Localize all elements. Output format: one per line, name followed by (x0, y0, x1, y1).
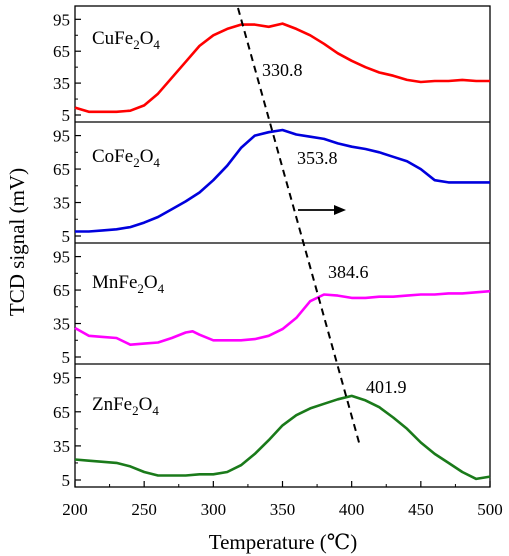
peak-temperature-label: 384.6 (328, 262, 369, 282)
y-tick-label: 65 (53, 281, 70, 300)
x-axis: 200 250 300 350 400 450 500 (62, 481, 503, 519)
series-lines (74, 22, 491, 481)
x-tick-label: 450 (408, 500, 434, 519)
x-tick-label: 400 (339, 500, 365, 519)
sample-label: CuFe2O4 (92, 28, 160, 52)
series-line-cofe2o4 (75, 128, 490, 233)
sample-label: CoFe2O4 (92, 146, 160, 170)
x-tick-label: 350 (270, 500, 296, 519)
y-tick-label: 5 (62, 227, 71, 246)
y-tick-label: 65 (53, 42, 70, 61)
peak-shift-dashed-line (237, 7, 361, 447)
x-axis-label: Temperature (℃) (209, 530, 358, 554)
sample-label: MnFe2O4 (92, 272, 165, 296)
peak-labels: 330.8 353.8 384.6 401.9 (262, 60, 407, 397)
y-tick-label: 5 (62, 348, 71, 367)
peak-temperature-label: 330.8 (262, 60, 303, 80)
y-tick-label: 95 (53, 248, 70, 267)
peak-temperature-label: 353.8 (297, 148, 338, 168)
x-tick-label: 500 (477, 500, 503, 519)
y-tick-label: 5 (62, 106, 71, 125)
peak-temperature-label: 401.9 (366, 377, 407, 397)
y-tick-label: 65 (53, 403, 70, 422)
x-tick-label: 250 (131, 500, 157, 519)
y-tick-label: 95 (53, 10, 70, 29)
x-tick-label: 300 (201, 500, 227, 519)
sample-label: ZnFe2O4 (92, 394, 159, 418)
sample-labels: CuFe2O4 CoFe2O4 MnFe2O4 ZnFe2O4 (92, 28, 165, 418)
y-tick-label: 35 (53, 437, 70, 456)
y-axes: 5 35 65 95 5 35 65 95 5 35 65 95 5 35 65 95 (53, 10, 81, 490)
y-axis-label: TCD signal (mV) (5, 168, 29, 316)
series-line-mnfe2o4 (74, 289, 491, 346)
shift-arrow (298, 205, 346, 215)
y-tick-label: 35 (53, 74, 70, 93)
y-tick-label: 5 (62, 471, 71, 490)
series-line-cufe2o4 (74, 22, 490, 114)
series-line-znfe2o4 (74, 394, 491, 481)
y-tick-label: 95 (53, 369, 70, 388)
x-tick-label: 200 (62, 500, 88, 519)
y-tick-label: 35 (53, 315, 70, 334)
y-tick-label: 65 (53, 160, 70, 179)
y-tick-label: 95 (53, 127, 70, 146)
y-tick-label: 35 (53, 194, 70, 213)
arrow-head (334, 205, 346, 215)
